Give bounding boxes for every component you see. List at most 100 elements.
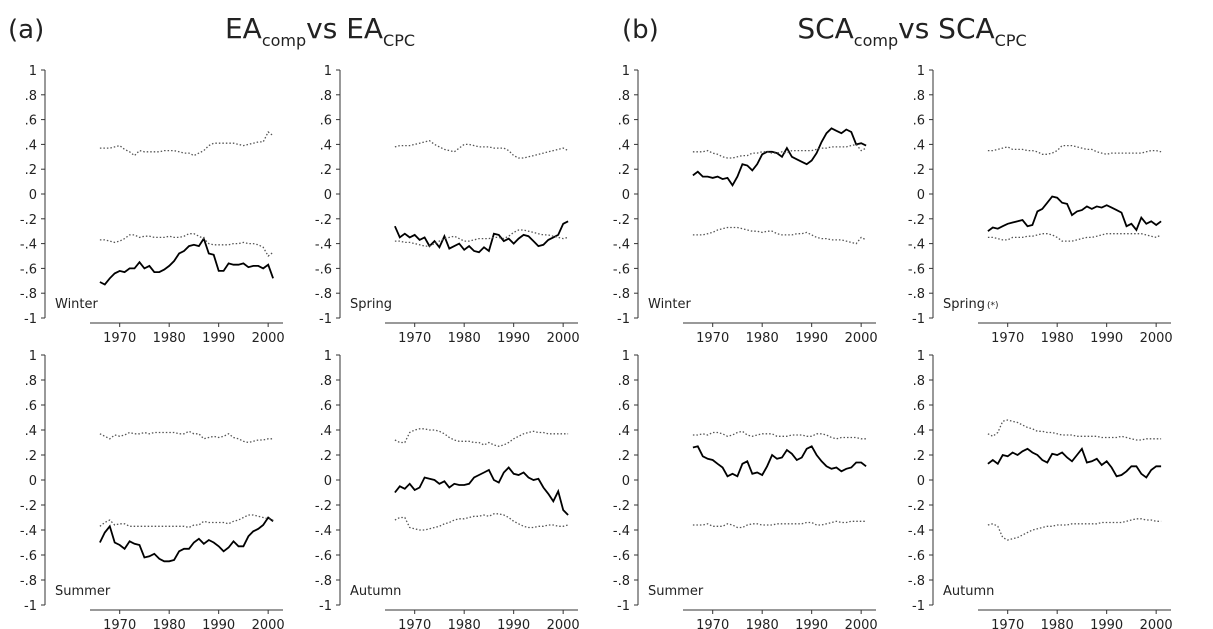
season-label: Spring — [350, 297, 392, 312]
y-tick-label: .4 — [618, 424, 630, 439]
bound-line — [987, 144, 1162, 155]
y-tick-label: -.2 — [315, 213, 332, 228]
y-tick-label: .4 — [618, 138, 630, 153]
x-tick-label: 2000 — [252, 331, 285, 346]
season-name: Winter — [55, 297, 99, 312]
y-tick-label: -.6 — [315, 262, 332, 277]
y-tick-label: .8 — [25, 374, 37, 389]
x-tick-label: 1980 — [1041, 618, 1074, 629]
season-name: Autumn — [943, 584, 994, 599]
y-tick-label: 1 — [622, 64, 630, 79]
bound-line — [394, 513, 569, 531]
title-part: SCA — [797, 12, 853, 45]
y-tick-label: 1 — [29, 349, 37, 364]
bound-line — [987, 518, 1162, 541]
y-tick-label: 0 — [622, 474, 630, 489]
y-tick-label: -.4 — [20, 238, 37, 253]
y-tick-label: -.4 — [315, 524, 332, 539]
y-tick-label: -1 — [24, 312, 37, 327]
y-tick-label: .8 — [913, 374, 925, 389]
bound-line — [987, 233, 1162, 242]
y-tick-label: -1 — [24, 599, 37, 614]
x-tick-label: 1980 — [746, 331, 779, 346]
y-tick-label: -.2 — [315, 499, 332, 514]
y-tick-label: -.4 — [613, 238, 630, 253]
title-sub: comp — [854, 31, 898, 50]
y-tick-label: 0 — [917, 474, 925, 489]
y-tick-label: -.6 — [908, 262, 925, 277]
title-sub: CPC — [995, 31, 1027, 50]
panel-label: (a) — [8, 15, 44, 45]
y-tick-label: -.2 — [613, 499, 630, 514]
y-tick-label: -1 — [617, 312, 630, 327]
x-tick-label: 1970 — [991, 331, 1024, 346]
x-tick-label: 2000 — [845, 618, 878, 629]
y-tick-label: 1 — [29, 64, 37, 79]
x-tick-label: 1980 — [746, 618, 779, 629]
x-tick-label: 1990 — [497, 331, 530, 346]
y-tick-label: .2 — [25, 163, 37, 178]
y-tick-label: .4 — [25, 424, 37, 439]
x-tick-label: 1990 — [795, 618, 828, 629]
y-tick-label: -.8 — [315, 287, 332, 302]
x-tick-label: 2000 — [1140, 618, 1173, 629]
series-line — [99, 516, 274, 563]
season-name: Summer — [648, 584, 704, 599]
y-tick-label: -1 — [319, 599, 332, 614]
x-tick-label: 1970 — [991, 618, 1024, 629]
y-tick-label: -.4 — [20, 524, 37, 539]
y-tick-label: .6 — [25, 399, 37, 414]
y-tick-label: .2 — [320, 163, 332, 178]
y-tick-label: 0 — [917, 188, 925, 203]
group-title: SCAcompvs SCACPC — [797, 12, 1026, 50]
y-tick-label: -1 — [912, 599, 925, 614]
y-tick-label: .4 — [25, 138, 37, 153]
series-line — [692, 445, 867, 478]
bound-line — [987, 419, 1162, 441]
y-tick-label: -.4 — [908, 238, 925, 253]
y-tick-label: -.8 — [613, 574, 630, 589]
y-tick-label: -.8 — [20, 574, 37, 589]
x-tick-label: 2000 — [1140, 331, 1173, 346]
season-name: Spring — [943, 297, 985, 312]
y-tick-label: -.6 — [315, 549, 332, 564]
title-sub: CPC — [383, 31, 415, 50]
y-tick-label: -.2 — [20, 213, 37, 228]
series-line — [987, 195, 1162, 232]
y-tick-label: -.2 — [908, 213, 925, 228]
y-tick-label: -.2 — [20, 499, 37, 514]
y-tick-label: 0 — [622, 188, 630, 203]
x-tick-label: 1990 — [795, 331, 828, 346]
bound-line — [692, 430, 867, 440]
x-tick-label: 1990 — [1090, 331, 1123, 346]
y-tick-label: -.4 — [613, 524, 630, 539]
y-tick-label: .8 — [320, 89, 332, 104]
y-tick-label: 1 — [324, 349, 332, 364]
y-tick-label: .6 — [618, 114, 630, 129]
y-tick-label: .6 — [320, 399, 332, 414]
y-tick-label: -.6 — [613, 549, 630, 564]
x-tick-label: 1980 — [448, 618, 481, 629]
group-title: EAcompvs EACPC — [225, 12, 415, 50]
bound-line — [99, 514, 274, 529]
series-line — [394, 466, 569, 516]
season-label: Summer — [55, 584, 111, 599]
season-name: Summer — [55, 584, 111, 599]
series-line — [692, 127, 867, 188]
y-tick-label: .6 — [320, 114, 332, 129]
y-tick-label: .8 — [618, 89, 630, 104]
y-tick-label: .4 — [913, 138, 925, 153]
y-tick-label: .2 — [618, 449, 630, 464]
y-tick-label: -.6 — [20, 262, 37, 277]
y-tick-label: .6 — [913, 399, 925, 414]
x-tick-label: 1990 — [497, 618, 530, 629]
x-tick-label: 1970 — [103, 618, 136, 629]
x-tick-label: 1980 — [153, 618, 186, 629]
y-tick-label: .2 — [913, 163, 925, 178]
x-tick-label: 2000 — [547, 331, 580, 346]
series-line — [394, 220, 569, 254]
x-tick-label: 1980 — [1041, 331, 1074, 346]
y-tick-label: .6 — [618, 399, 630, 414]
bound-line — [692, 226, 867, 245]
